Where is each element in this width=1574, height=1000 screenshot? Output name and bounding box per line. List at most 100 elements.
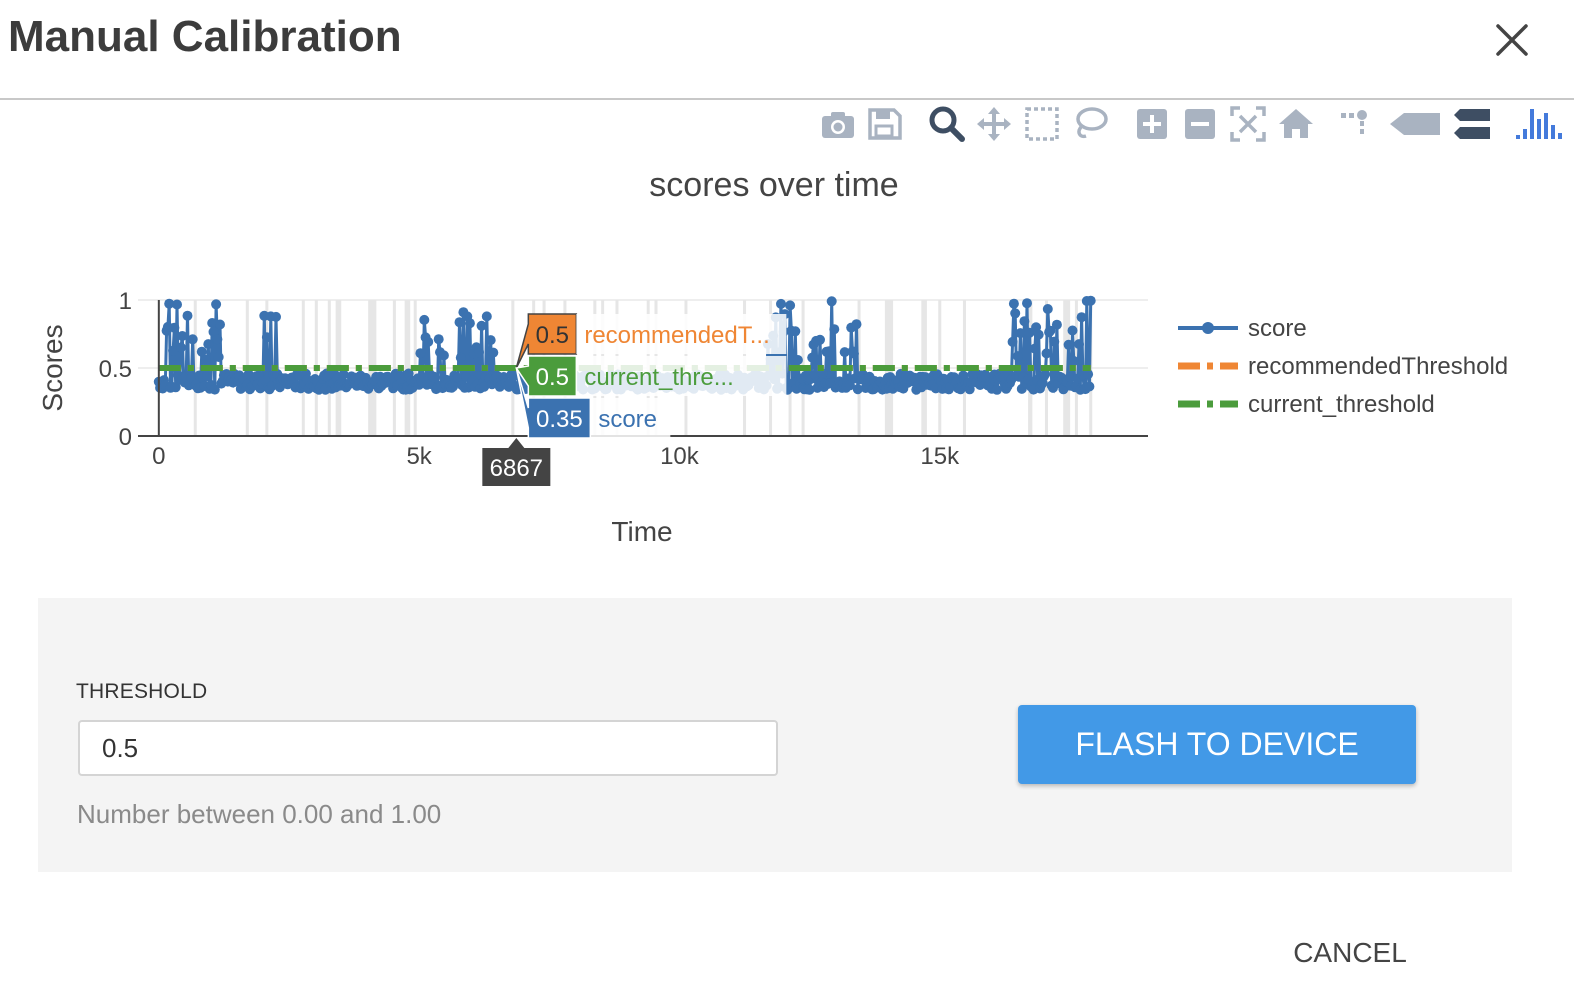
score-point [423, 336, 434, 347]
score-point [215, 319, 225, 330]
score-point [203, 339, 214, 350]
score-point [839, 347, 850, 358]
legend-label: current_threshold [1248, 391, 1435, 418]
score-point [817, 368, 828, 379]
dialog-title: Manual Calibration [8, 12, 402, 61]
hover-name: score [598, 406, 657, 433]
reset-axes-icon[interactable] [1276, 104, 1316, 144]
score-point [170, 382, 181, 393]
y-axis-title: Scores [37, 324, 68, 411]
cancel-button[interactable]: CANCEL [1270, 930, 1430, 976]
zoom-in-icon[interactable] [1132, 104, 1172, 144]
hover-closest-icon[interactable] [1388, 104, 1442, 144]
score-point [1019, 316, 1030, 327]
zoom-out-icon[interactable] [1180, 104, 1220, 144]
legend-item-recommendedThreshold[interactable]: recommendedThreshold [1178, 353, 1508, 380]
score-point [1041, 348, 1052, 359]
score-point [338, 369, 349, 380]
y-tick-label: 1 [119, 288, 132, 315]
score-point [1051, 319, 1062, 330]
legend-item-current_threshold[interactable]: current_threshold [1178, 391, 1435, 418]
x-tick-label: 5k [406, 443, 432, 470]
hover-value: 0.35 [536, 406, 583, 433]
hover-value: 0.5 [536, 322, 569, 349]
x-axis-title: Time [611, 516, 672, 547]
pan-icon[interactable] [974, 104, 1014, 144]
score-point [415, 348, 426, 359]
score-point [848, 348, 859, 359]
legend-item-score[interactable]: score [1178, 315, 1307, 342]
spike-lines-icon[interactable] [1338, 104, 1378, 144]
score-point [807, 352, 818, 363]
score-point [1045, 325, 1056, 336]
score-point [196, 346, 207, 357]
flash-to-device-button[interactable]: FLASH TO DEVICE [1018, 705, 1416, 784]
score-point [202, 371, 212, 382]
threshold-label: THRESHOLD [76, 680, 208, 703]
legend-marker [1202, 322, 1214, 334]
score-point [824, 346, 835, 357]
score-point [1015, 328, 1026, 339]
score-point [826, 296, 837, 307]
zoom-icon[interactable] [926, 104, 966, 144]
score-point [1076, 312, 1087, 323]
lasso-select-icon[interactable] [1070, 104, 1110, 144]
chart-modebar [818, 104, 1574, 144]
dialog-header: Manual Calibration [0, 0, 1574, 100]
score-point [1012, 351, 1023, 362]
hover-x-label: 6867 [490, 455, 543, 482]
threshold-input[interactable] [78, 720, 778, 776]
save-icon[interactable] [864, 104, 904, 144]
score-point [213, 352, 224, 362]
legend-label: score [1248, 315, 1307, 342]
score-point [1067, 325, 1078, 336]
x-tick-label: 15k [920, 443, 960, 470]
autoscale-icon[interactable] [1228, 104, 1268, 144]
score-point [1029, 343, 1040, 354]
score-point [261, 332, 272, 343]
score-point [785, 300, 796, 311]
hover-label: 0.5 recommendedT... [515, 313, 787, 369]
hover-name: recommendedT... [584, 322, 769, 349]
score-point [207, 318, 218, 328]
score-point [1008, 298, 1019, 309]
score-point [1084, 381, 1095, 392]
score-point [1022, 298, 1032, 309]
scores-chart[interactable]: 0 0.5 1 0 5k 10k 15k Scores Time score recommen… [0, 240, 1574, 560]
threshold-help-text: Number between 0.00 and 1.00 [77, 799, 442, 829]
close-icon[interactable] [1490, 18, 1534, 62]
score-point [455, 352, 466, 363]
y-tick-label: 0 [119, 424, 132, 451]
legend-label: recommendedThreshold [1248, 353, 1508, 380]
score-point [776, 298, 786, 309]
chart-title: scores over time [649, 166, 899, 204]
plotly-logo-icon[interactable] [1514, 104, 1566, 144]
score-point [1042, 304, 1053, 314]
score-point [1085, 295, 1096, 306]
score-point [1049, 336, 1060, 347]
score-point [1064, 372, 1075, 383]
score-point [1063, 339, 1074, 350]
score-point [169, 322, 180, 333]
score-point [464, 318, 475, 329]
hover-name-bg [576, 314, 787, 354]
score-point [433, 334, 444, 345]
score-point [172, 299, 182, 310]
score-point [182, 310, 193, 321]
score-point [851, 319, 862, 330]
score-point [488, 347, 499, 358]
score-point [474, 347, 484, 358]
score-point [852, 384, 863, 395]
score-point [790, 326, 801, 337]
score-point [844, 380, 855, 391]
score-point [243, 369, 254, 380]
camera-icon[interactable] [818, 104, 858, 144]
score-point [1074, 339, 1084, 350]
score-point [1040, 369, 1051, 380]
hover-compare-icon[interactable] [1452, 104, 1492, 144]
box-select-icon[interactable] [1022, 104, 1062, 144]
score-point [1033, 329, 1044, 340]
score-point [176, 342, 186, 353]
score-point [208, 326, 219, 337]
score-point [164, 298, 175, 309]
